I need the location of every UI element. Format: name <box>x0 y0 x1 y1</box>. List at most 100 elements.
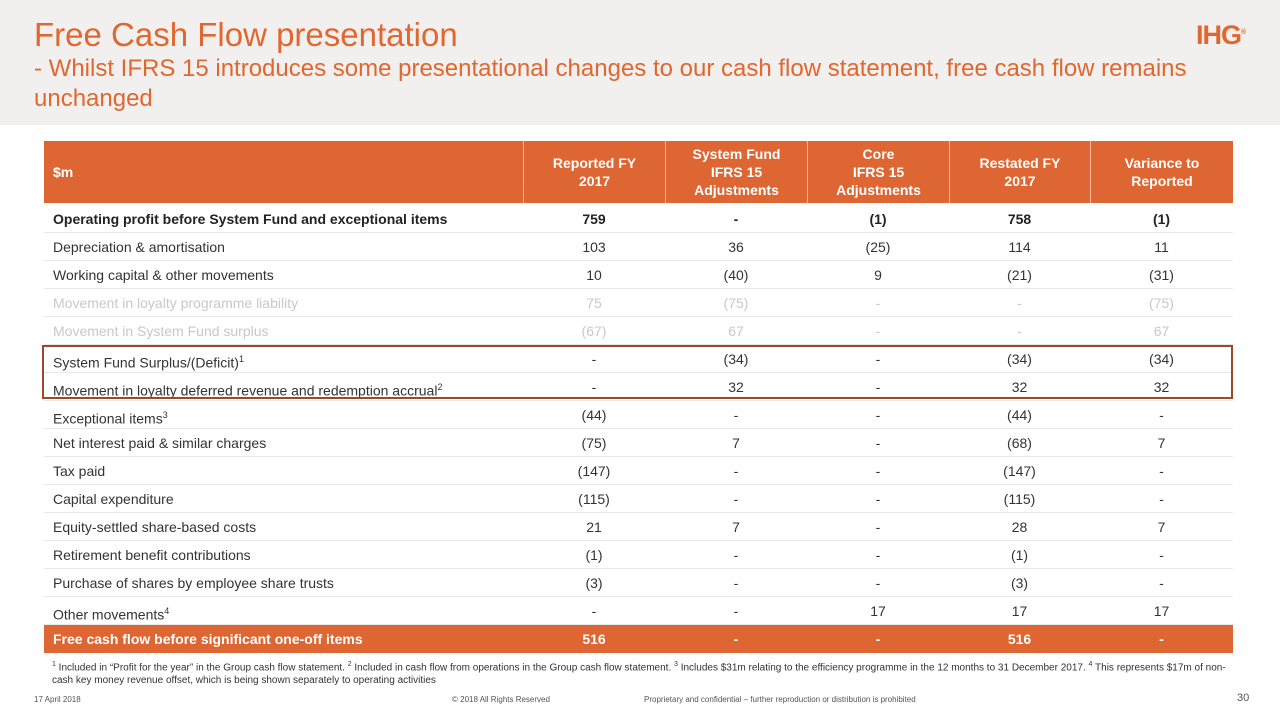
header-line: 2017 <box>578 173 611 189</box>
cell: - <box>875 463 881 479</box>
cell: - <box>1159 463 1164 479</box>
cell: - <box>1159 547 1164 563</box>
cell: - <box>733 407 739 423</box>
table-header: $m Reported FY 2017 System Fund IFRS 15 Adjus… <box>44 141 1233 203</box>
cell: (34) <box>723 351 749 367</box>
label-text: Depreciation & amortisation <box>53 239 225 255</box>
footnote-text: This represents $17m of non-cash key mon… <box>52 662 1226 687</box>
cell: (31) <box>1149 267 1174 283</box>
cell: - <box>875 323 881 339</box>
cell: (34) <box>1007 351 1032 367</box>
cell: (1) <box>1010 547 1029 563</box>
cell: 32 <box>1153 379 1170 395</box>
cell: (3) <box>1010 575 1029 591</box>
cell: - <box>875 351 881 367</box>
cell: (68) <box>1007 435 1032 451</box>
row-label: Net interest paid & similar charges <box>53 429 266 457</box>
cell: - <box>875 547 881 563</box>
header-line: IFRS 15 <box>710 164 763 180</box>
cell: (147) <box>577 463 611 479</box>
label-text: Tax paid <box>53 463 106 479</box>
highlight-box <box>42 345 1233 399</box>
cell: 7 <box>732 519 740 535</box>
cell: 759 <box>582 211 606 227</box>
cell: - <box>1017 323 1022 339</box>
column-header: Core IFRS 15 Adjustments <box>807 141 949 203</box>
footnote-number: 3 <box>674 661 678 668</box>
cell: (44) <box>581 407 607 423</box>
table-row: Retirement benefit contributions (1) - - (1)… <box>44 541 1233 569</box>
label-text: Exceptional items <box>53 410 163 427</box>
cell: (1) <box>585 547 603 563</box>
label-text: Movement in loyalty programme liability <box>53 295 299 311</box>
row-label: Movement in System Fund surplus <box>53 317 269 345</box>
subtitle: - Whilst IFRS 15 introduces some present… <box>34 55 1187 112</box>
header-line: Reported <box>1131 173 1193 189</box>
column-header: Reported FY 2017 <box>523 141 665 203</box>
label-text: Movement in System Fund surplus <box>53 323 269 339</box>
cell: - <box>733 575 739 591</box>
cell: (115) <box>578 491 610 507</box>
table-row: Equity-settled share-based costs 21 7 - 28 7 <box>44 513 1233 541</box>
cell: (75) <box>1149 295 1174 311</box>
header-line: Adjustments <box>694 182 779 198</box>
cell: 32 <box>1011 379 1028 395</box>
cell: 67 <box>1153 323 1170 339</box>
cell: - <box>591 351 597 367</box>
label-text: Other movements <box>53 606 165 623</box>
row-label: Capital expenditure <box>53 485 174 513</box>
cell: 103 <box>582 239 606 255</box>
cell: - <box>733 547 739 563</box>
cell: - <box>733 211 739 227</box>
row-label: Equity-settled share-based costs <box>53 513 256 541</box>
label-text: Equity-settled share-based costs <box>53 519 257 535</box>
label-text: Working capital & other movements <box>53 267 274 283</box>
footnote-text: Included in cash flow from operations in… <box>351 662 675 674</box>
cell: 28 <box>1011 519 1028 535</box>
cell: (67) <box>581 323 607 339</box>
row-label: Retirement benefit contributions <box>53 541 251 569</box>
row-label: Exceptional items3 <box>53 401 168 433</box>
footnote-text: Included in “Profit for the year” in the… <box>55 662 348 674</box>
cell: - <box>733 603 739 619</box>
cell: (21) <box>1007 267 1032 283</box>
cell: 67 <box>728 323 744 339</box>
cell: (40) <box>723 267 749 283</box>
cell: 11 <box>1154 239 1169 255</box>
cell: (1) <box>869 211 887 227</box>
cell: 21 <box>586 519 602 535</box>
label-text: Capital expenditure <box>53 491 174 507</box>
table-row: Movement in loyalty programme liability 7… <box>44 289 1233 317</box>
table-row: Net interest paid & similar charges (75) 7… <box>44 429 1233 457</box>
row-label: Tax paid <box>53 457 105 485</box>
footnote-ref: 3 <box>162 410 168 420</box>
cell: 17 <box>1011 603 1028 619</box>
cell: (75) <box>723 295 749 311</box>
header-line: 2017 <box>1004 173 1036 189</box>
table-row: Capital expenditure (115) - - (115) - <box>44 485 1233 513</box>
cell: 516 <box>1007 631 1032 647</box>
table-row: Free cash flow before significant one-of… <box>44 625 1233 653</box>
label-text: Operating profit before System Fund and … <box>53 211 448 227</box>
cell: 17 <box>1153 603 1170 619</box>
footnote-number: 2 <box>347 661 352 668</box>
cell: - <box>875 407 881 423</box>
row-label: Working capital & other movements <box>53 261 274 289</box>
page-number: 30 <box>1237 692 1250 704</box>
cell: - <box>1159 407 1164 423</box>
footer-copyright: © 2018 All Rights Reserved <box>452 695 550 704</box>
cell: 7 <box>1157 435 1166 451</box>
cell: (34) <box>1149 351 1174 367</box>
header-line: Reported FY <box>552 155 637 171</box>
title: Free Cash Flow presentation <box>34 16 458 53</box>
row-label: System Fund Surplus/(Deficit)1 <box>53 345 244 377</box>
cell: 7 <box>1157 519 1166 535</box>
footer-notice: Proprietary and confidential – further r… <box>644 695 916 704</box>
cell: 516 <box>582 631 606 647</box>
cell: (25) <box>865 239 891 255</box>
header-line: $m <box>53 164 74 180</box>
footnote-ref: 2 <box>437 382 443 392</box>
cell: - <box>1159 575 1164 591</box>
cell: 32 <box>728 379 744 395</box>
